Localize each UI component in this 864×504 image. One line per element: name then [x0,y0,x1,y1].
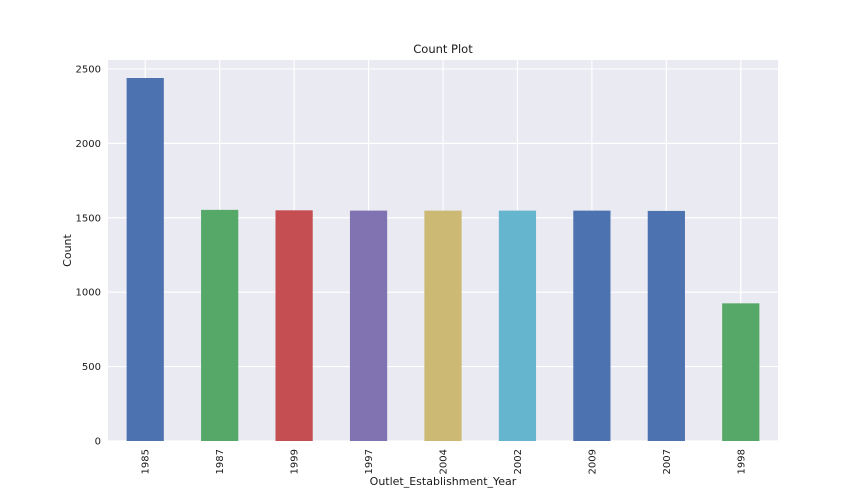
x-axis-ticks: 1985 1987 1999 1997 2004 2002 2009 2007 1998 [141,449,748,474]
x-tick-label: 2009 [587,449,598,474]
y-tick-label: 2000 [76,139,101,150]
bar-1985 [126,78,164,441]
x-tick-label: 1999 [290,449,301,474]
x-axis-label: Outlet_Establishment_Year [370,475,517,488]
x-tick-label: 2004 [439,449,450,474]
bar-1998 [722,303,760,441]
bar-2002 [498,210,537,441]
y-tick-label: 0 [95,437,101,448]
x-tick-label: 2002 [513,449,524,474]
y-tick-label: 2500 [76,64,101,75]
y-axis-label: Count [61,233,74,266]
y-axis-ticks: 0 500 1000 1500 2000 2500 [76,64,101,447]
y-tick-label: 1500 [76,213,101,224]
x-tick-label: 1985 [141,449,152,474]
y-tick-label: 500 [82,362,101,373]
x-tick-label: 1987 [215,449,226,474]
bar-2009 [573,210,611,441]
bar-1999 [275,210,313,441]
x-tick-label: 1998 [736,449,747,474]
x-tick-label: 2007 [662,449,673,474]
x-tick-label: 1997 [364,449,375,474]
bar-1987 [201,209,239,441]
bar-1997 [349,210,388,441]
bar-2007 [647,210,685,441]
bars [126,78,760,441]
chart-title: Count Plot [413,42,473,56]
bar-2004 [424,210,462,441]
y-tick-label: 1000 [76,288,101,299]
